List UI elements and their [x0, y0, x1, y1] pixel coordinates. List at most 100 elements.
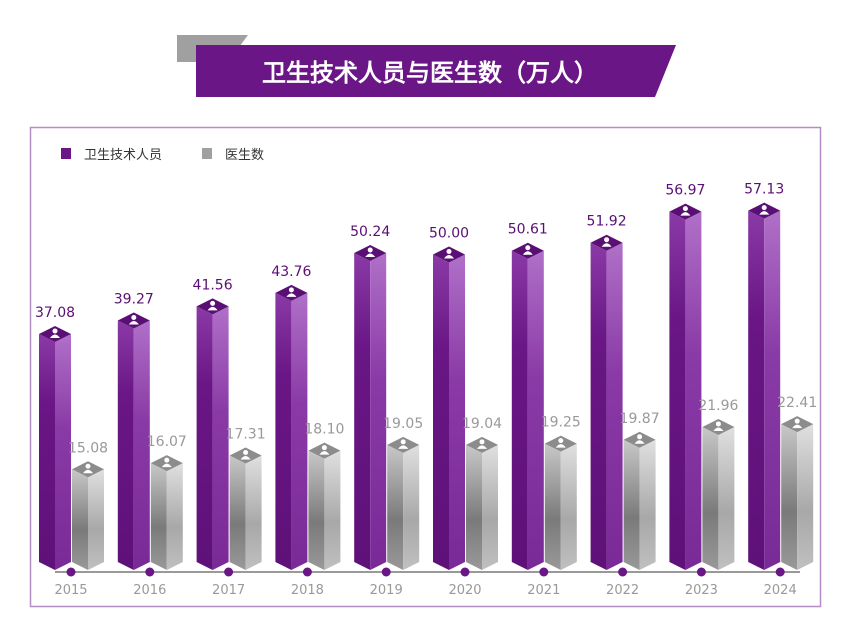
person-icon: [637, 434, 643, 440]
bar-staff-2020: 50.00: [429, 226, 469, 570]
person-icon-body: [365, 253, 376, 258]
value-label-doctors: 15.08: [68, 440, 108, 456]
bar-face-right: [527, 250, 544, 570]
bar-staff-2021: 50.61: [508, 222, 548, 570]
bar-top: [544, 435, 577, 452]
bar-staff-2019: 50.24: [350, 224, 390, 571]
value-label-doctors: 19.87: [620, 411, 660, 427]
bar-face-left: [544, 443, 561, 570]
x-tick-label: 2015: [54, 583, 87, 598]
bar-top: [39, 325, 71, 342]
chart-title: 卫生技术人员与医生数（万人）: [262, 59, 598, 87]
bar-face-right: [797, 424, 814, 570]
bar-face-left: [702, 426, 719, 570]
bar-top: [669, 203, 702, 220]
value-label-doctors: 18.10: [304, 422, 344, 438]
x-tick-label: 2024: [764, 583, 797, 598]
value-label-doctors: 19.04: [462, 416, 502, 432]
value-label-doctors: 22.41: [777, 395, 817, 411]
bar-face-left: [354, 253, 371, 571]
bar-face-left: [511, 250, 528, 570]
bar-face-left: [275, 292, 292, 570]
plot-panel: [29, 126, 822, 608]
person-icon: [131, 314, 137, 320]
bar-top: [748, 202, 781, 219]
bar-face-right: [482, 444, 498, 570]
value-label-staff: 50.24: [350, 224, 390, 240]
bar-top: [117, 312, 150, 329]
person-icon-body: [477, 445, 487, 449]
x-tick-label: 2016: [133, 583, 166, 598]
person-icon-body: [522, 251, 533, 255]
bar-staff-2015: 37.08: [35, 305, 75, 570]
person-icon: [558, 438, 564, 444]
value-label-staff: 57.13: [744, 182, 784, 198]
person-icon: [164, 457, 170, 463]
x-tick-label: 2020: [448, 583, 481, 598]
bar-face-left: [623, 439, 640, 570]
bar-staff-2016: 39.27: [114, 291, 154, 570]
bar-face-right: [639, 439, 656, 570]
bar-top: [229, 447, 262, 464]
bar-doctors-2019: 19.05: [383, 416, 423, 570]
bar-face-right: [245, 455, 262, 570]
bar-doctors-2018: 18.10: [304, 422, 344, 570]
bar-top: [433, 246, 465, 263]
value-label-staff: 56.97: [665, 183, 705, 199]
x-tick-label: 2023: [685, 583, 718, 598]
person-icon: [400, 439, 406, 445]
person-icon-body: [240, 456, 251, 460]
bar-doctors-2016: 16.07: [147, 434, 187, 570]
bar-face-left: [590, 242, 607, 570]
person-icon-body: [634, 440, 645, 444]
legend-label-doctors: 医生数: [225, 148, 264, 163]
bar-top: [590, 234, 623, 251]
bar-face-left: [39, 333, 55, 570]
bar-top: [702, 418, 735, 435]
person-icon: [210, 300, 216, 306]
bar-face-left: [669, 211, 686, 570]
legend-swatch-doctors: [202, 148, 212, 159]
bar-doctors-2024: 22.41: [777, 395, 817, 570]
person-icon: [525, 245, 531, 251]
bar-top: [781, 416, 814, 433]
value-label-doctors: 16.07: [147, 434, 187, 450]
x-tick-dot: [460, 567, 470, 577]
bar-top: [196, 298, 229, 315]
bar-face-right: [133, 320, 150, 570]
bar-face-left: [196, 306, 213, 570]
person-icon: [243, 450, 249, 456]
bar-face-right: [560, 443, 577, 570]
person-icon: [288, 287, 294, 293]
bar-top: [511, 242, 544, 259]
bar-face-right: [291, 292, 308, 570]
x-tick-label: 2018: [291, 583, 324, 598]
person-icon: [604, 237, 610, 243]
bar-face-left: [387, 444, 404, 570]
value-label-staff: 50.00: [429, 226, 469, 242]
bar-top: [72, 461, 104, 478]
x-tick-dot: [696, 567, 706, 577]
x-tick-dot: [302, 567, 312, 577]
value-label-staff: 37.08: [35, 305, 75, 321]
x-tick-dot: [775, 567, 785, 577]
value-label-staff: 41.56: [193, 277, 233, 293]
value-label-doctors: 17.31: [226, 427, 266, 443]
person-icon-body: [713, 427, 724, 431]
bar-top: [354, 245, 387, 262]
x-tick-dot: [224, 567, 234, 577]
bar-top: [387, 436, 420, 453]
bar-face-left: [117, 320, 134, 570]
bar-face-right: [685, 211, 702, 570]
bar-staff-2023: 56.97: [665, 183, 705, 570]
person-icon-body: [83, 469, 93, 474]
person-icon-body: [161, 463, 172, 468]
person-icon: [85, 463, 91, 469]
bar-doctors-2023: 21.96: [698, 398, 739, 570]
x-tick-dot: [618, 567, 628, 577]
bar-face-right: [606, 242, 623, 570]
bar-staff-2017: 41.56: [193, 277, 233, 570]
person-icon: [367, 247, 373, 253]
x-tick-label: 2021: [527, 583, 560, 598]
